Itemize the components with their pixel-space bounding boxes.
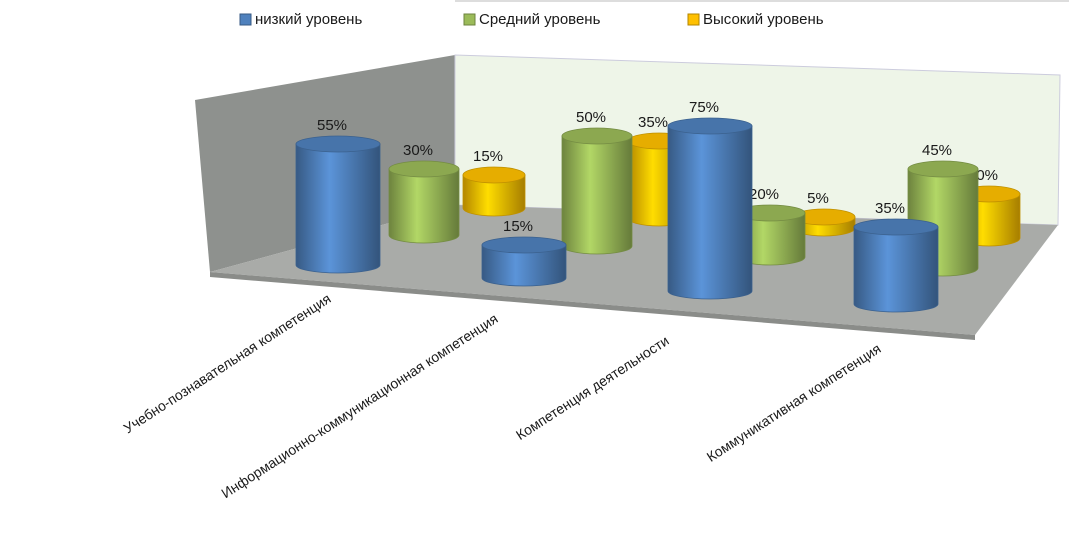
cylinder bbox=[388, 160, 460, 244]
value-label: 15% bbox=[503, 218, 533, 235]
cylinder-top bbox=[388, 160, 460, 178]
category-label: Коммуникативная компетенция bbox=[704, 340, 884, 465]
cylinder-top bbox=[295, 135, 381, 153]
value-label: 5% bbox=[807, 190, 829, 207]
cylinder bbox=[853, 218, 939, 313]
cylinder bbox=[295, 135, 381, 274]
legend-swatch bbox=[239, 13, 252, 26]
category-label: Компетенция деятельности bbox=[513, 332, 672, 443]
cylinder-top bbox=[481, 236, 567, 254]
plot: 15%35%5%20%30%50%20%45%55%15%75%35% bbox=[295, 99, 1021, 313]
value-label: 30% bbox=[403, 142, 433, 159]
cylinder bbox=[667, 117, 753, 300]
legend-label: Средний уровень bbox=[479, 11, 601, 28]
cylinder-body bbox=[561, 135, 633, 255]
value-label: 35% bbox=[875, 200, 905, 217]
floor-edge bbox=[210, 272, 975, 340]
cylinder-body bbox=[667, 125, 753, 300]
legend-label: низкий уровень bbox=[255, 11, 362, 28]
value-label: 50% bbox=[576, 109, 606, 126]
cylinder bbox=[792, 208, 856, 237]
value-label: 55% bbox=[317, 117, 347, 134]
cylinder-body bbox=[388, 168, 460, 244]
cylinder bbox=[462, 166, 526, 217]
cylinder-body bbox=[481, 244, 567, 287]
legend-swatch bbox=[463, 13, 476, 26]
value-label: 35% bbox=[638, 114, 668, 131]
value-label: 75% bbox=[689, 99, 719, 116]
cylinder-top bbox=[667, 117, 753, 135]
legend-swatch bbox=[687, 13, 700, 26]
cylinder bbox=[481, 236, 567, 287]
cylinder-body bbox=[462, 174, 526, 217]
value-label: 15% bbox=[473, 148, 503, 165]
cylinder-top bbox=[853, 218, 939, 236]
cylinder-top bbox=[462, 166, 526, 184]
cylinder-body bbox=[295, 143, 381, 274]
cylinder bbox=[561, 127, 633, 255]
legend-label: Высокий уровень bbox=[703, 11, 824, 28]
value-label: 20% bbox=[749, 186, 779, 203]
category-label: Учебно-познавательная компетенция bbox=[121, 290, 334, 436]
value-label: 45% bbox=[922, 142, 952, 159]
cylinder-top bbox=[907, 160, 979, 178]
cylinder-top bbox=[561, 127, 633, 145]
cylinder-body bbox=[853, 226, 939, 313]
